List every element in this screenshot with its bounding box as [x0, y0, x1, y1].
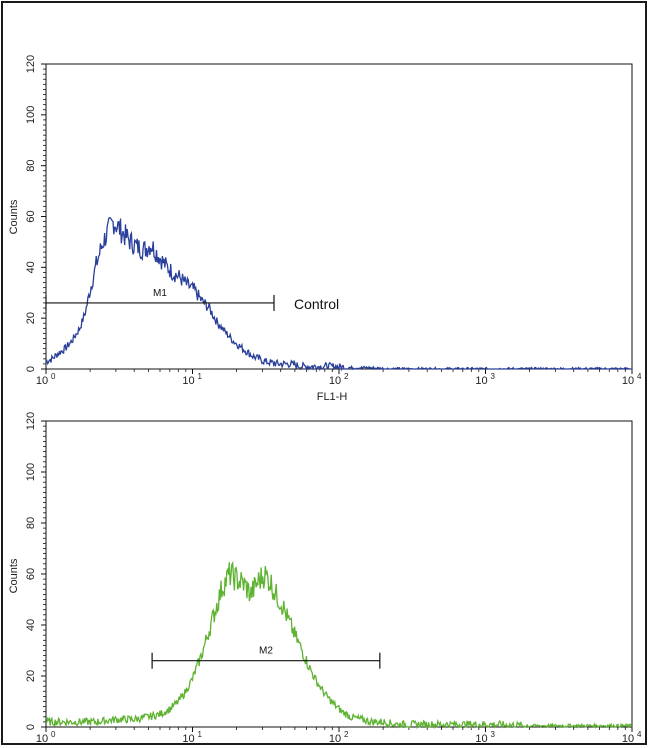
y-tick-label: 0 — [25, 366, 37, 372]
x-tick-exponent: 0 — [51, 372, 56, 381]
y-tick-label: 100 — [25, 106, 37, 124]
x-tick-label: 10 — [329, 375, 341, 387]
x-tick-label: 10 — [622, 733, 634, 745]
y-tick-label: 60 — [25, 210, 37, 222]
y-axis-title: Counts — [8, 558, 20, 593]
x-tick-exponent: 4 — [637, 372, 642, 381]
series-stained-histogram — [45, 560, 633, 730]
annotation-control: Control — [294, 296, 339, 312]
y-axis-ticks: 0 20 40 60 80 100 120 — [25, 55, 46, 372]
x-tick-exponent: 3 — [491, 730, 496, 739]
x-tick-exponent: 4 — [637, 730, 642, 739]
x-tick-exponent: 2 — [344, 372, 349, 381]
plot-area — [45, 63, 633, 370]
y-axis-title: Counts — [8, 199, 20, 234]
x-tick-exponent: 3 — [491, 372, 496, 381]
gate-label: M2 — [259, 646, 273, 657]
x-tick-exponent: 1 — [198, 730, 203, 739]
gate-markers: M2 — [151, 646, 381, 669]
x-tick-label: 10 — [182, 733, 194, 745]
x-axis-title: FL1-H — [317, 391, 348, 403]
y-tick-label: 20 — [25, 670, 37, 682]
y-tick-label: 40 — [25, 261, 37, 273]
x-tick-exponent: 2 — [344, 730, 349, 739]
gate-label: M1 — [153, 288, 167, 299]
plot-area — [45, 420, 633, 728]
x-tick-label: 10 — [36, 733, 48, 745]
x-tick-exponent: 1 — [198, 372, 203, 381]
y-tick-label: 120 — [25, 412, 37, 430]
x-tick-label: 10 — [182, 375, 194, 387]
y-tick-label: 0 — [25, 724, 37, 730]
y-tick-label: 80 — [25, 517, 37, 529]
x-tick-label: 10 — [475, 375, 487, 387]
x-tick-label: 10 — [475, 733, 487, 745]
y-axis-ticks: 0 20 40 60 80 100 120 — [25, 412, 46, 730]
x-axis-ticks: 10 0 10 1 10 2 10 3 10 4 — [36, 369, 642, 387]
y-tick-label: 60 — [25, 568, 37, 580]
x-tick-label: 10 — [622, 375, 634, 387]
y-tick-label: 40 — [25, 619, 37, 631]
y-tick-label: 20 — [25, 312, 37, 324]
x-tick-exponent: 0 — [51, 730, 56, 739]
gate-markers: M1 — [45, 288, 275, 311]
y-tick-label: 80 — [25, 160, 37, 172]
series-control-histogram — [45, 217, 632, 372]
x-tick-label: 10 — [36, 375, 48, 387]
x-axis-ticks: 10 0 10 1 10 2 10 3 10 4 — [36, 727, 642, 745]
y-tick-label: 120 — [25, 55, 37, 73]
y-tick-label: 100 — [25, 463, 37, 481]
x-tick-label: 10 — [329, 733, 341, 745]
